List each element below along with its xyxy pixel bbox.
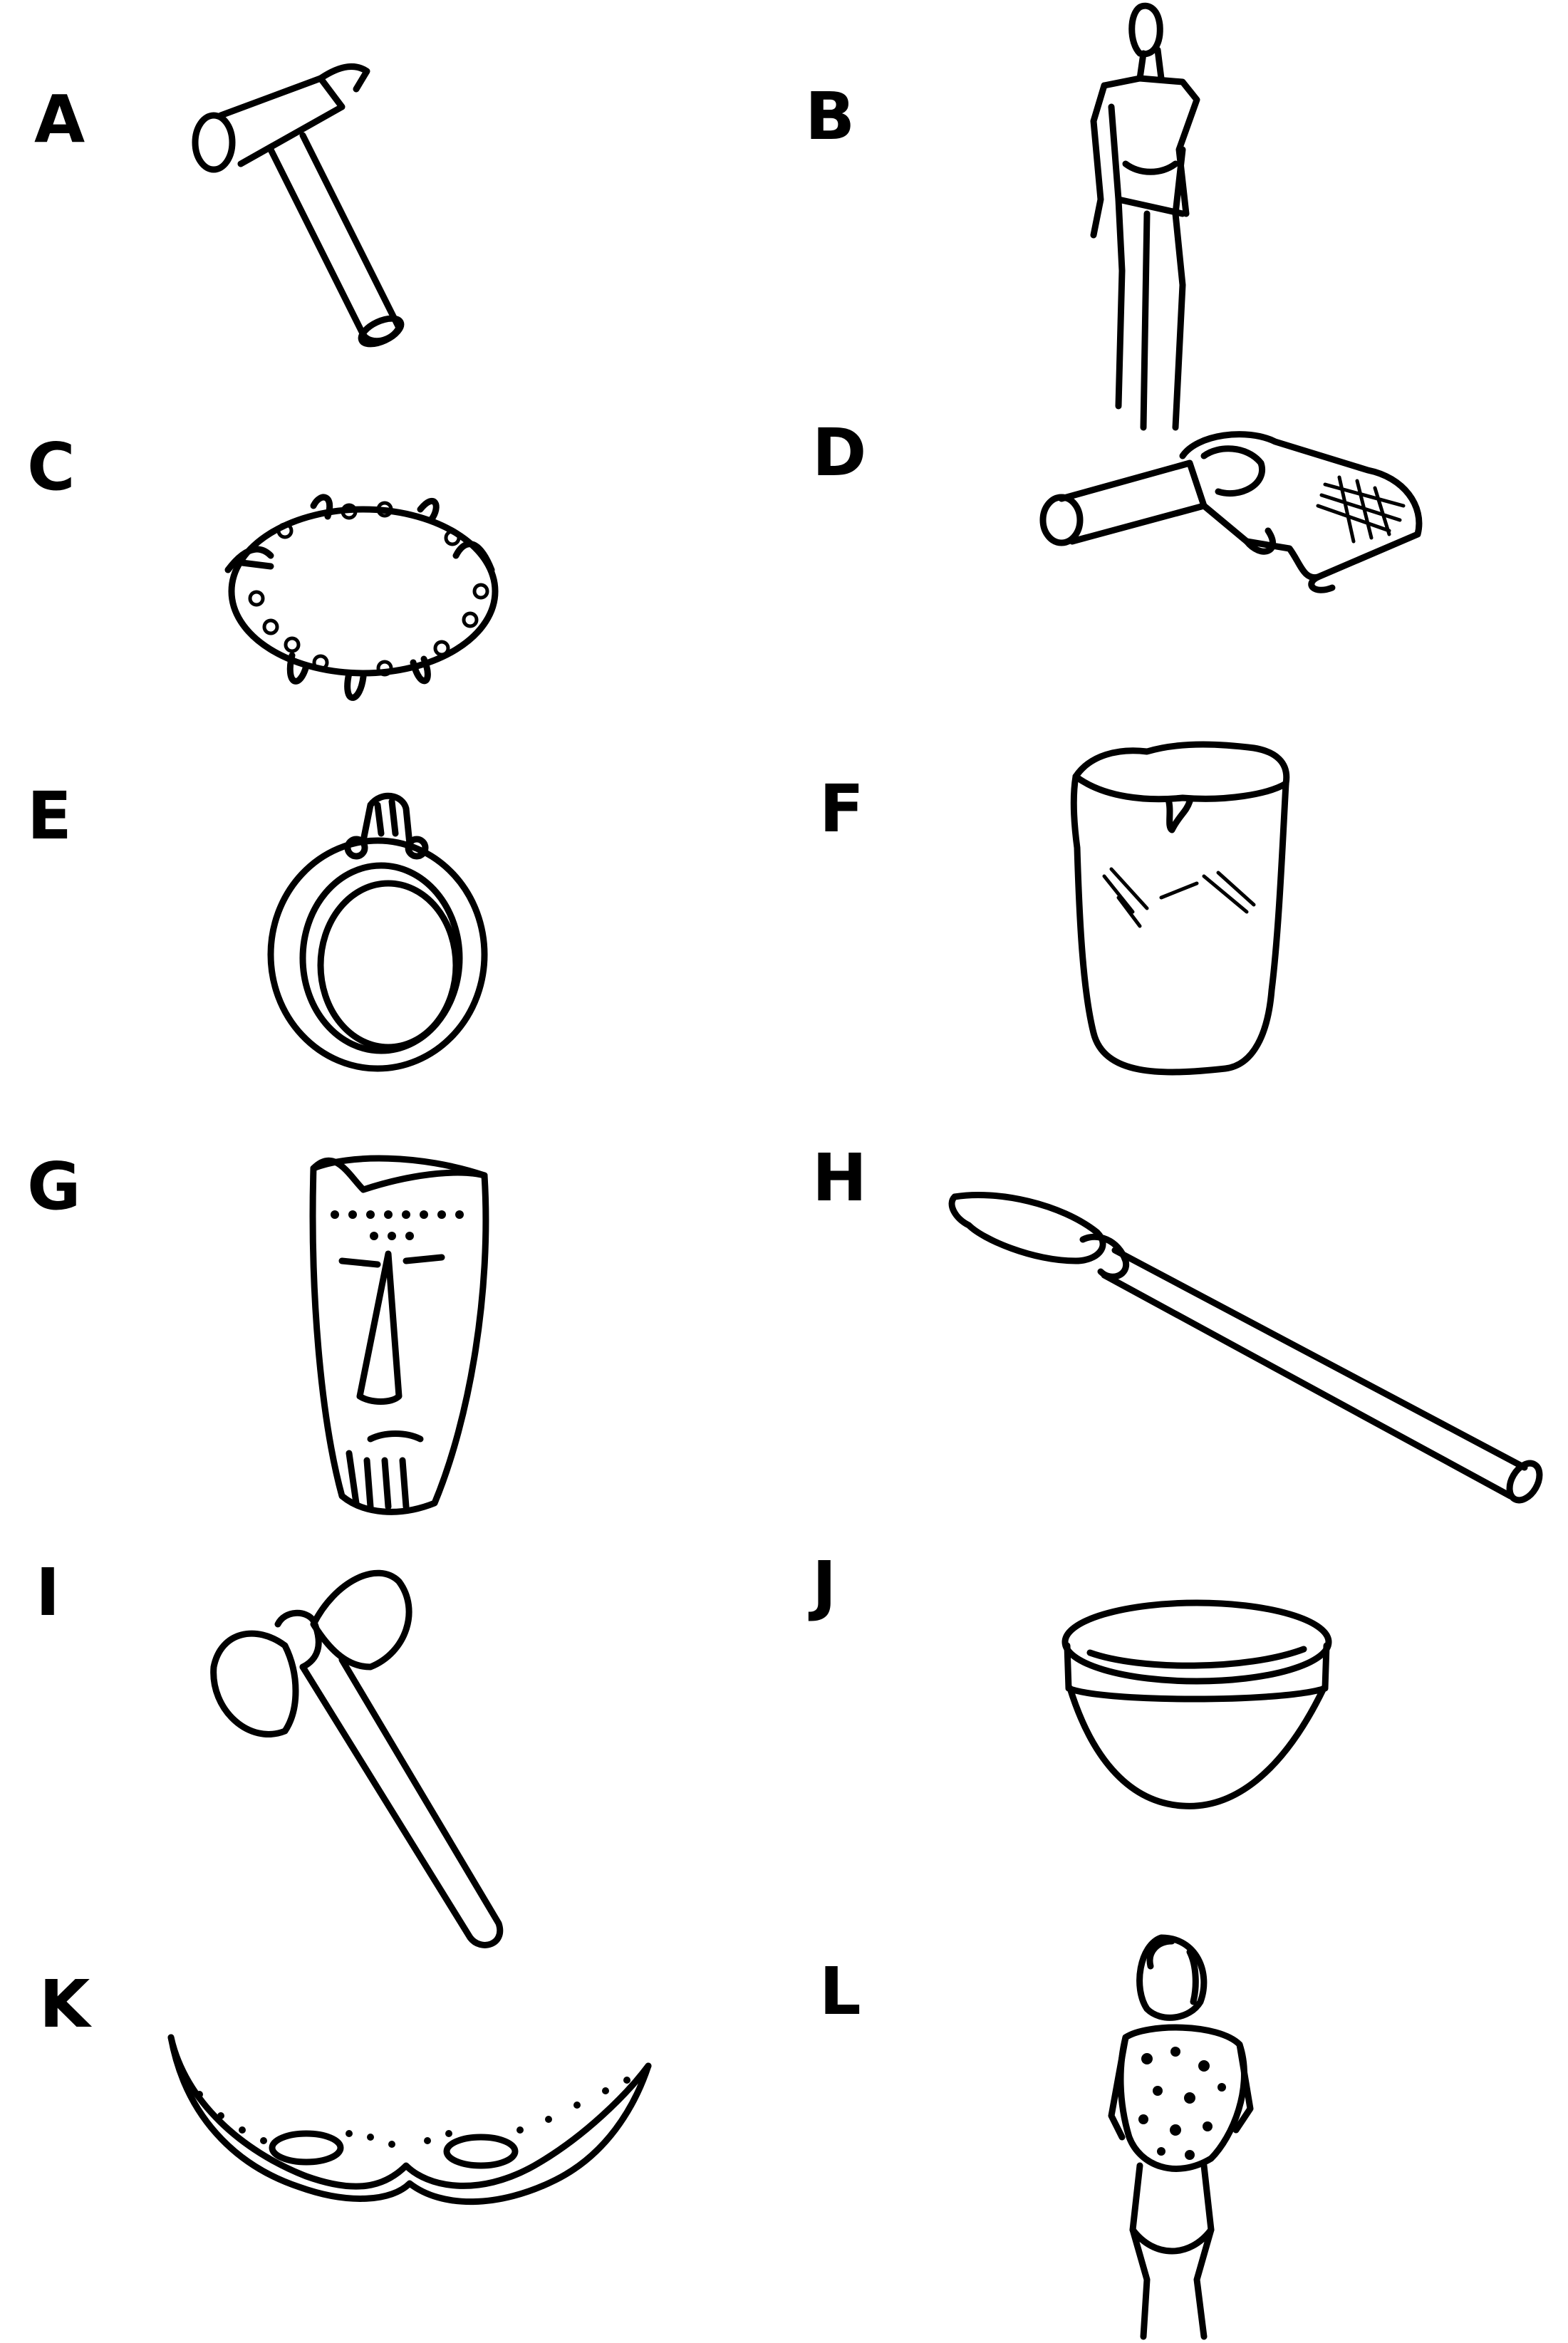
tooth-necklace-icon bbox=[207, 477, 520, 705]
label-a: A bbox=[34, 81, 85, 157]
label-d: D bbox=[812, 415, 867, 491]
stone-axe-icon bbox=[199, 1553, 527, 1966]
label-c: C bbox=[27, 429, 76, 505]
eye-mask-icon bbox=[157, 2023, 655, 2223]
stone-spear-icon bbox=[940, 1183, 1553, 1517]
label-k: K bbox=[39, 1966, 90, 2042]
modern-person-icon bbox=[1061, 0, 1247, 456]
tribal-mask-icon bbox=[292, 1147, 499, 1517]
bowl-icon bbox=[1047, 1589, 1346, 1824]
label-i: I bbox=[36, 1554, 61, 1631]
label-f: F bbox=[819, 771, 864, 847]
label-l: L bbox=[819, 1953, 861, 2030]
label-e: E bbox=[27, 778, 72, 854]
caveman-icon bbox=[1090, 1923, 1275, 2343]
drum-icon bbox=[1061, 734, 1304, 1090]
label-j: J bbox=[812, 1547, 837, 1624]
hammer-icon bbox=[178, 57, 463, 370]
revolver-icon bbox=[1033, 399, 1432, 598]
label-b: B bbox=[805, 78, 856, 155]
label-g: G bbox=[27, 1148, 81, 1225]
ring-icon bbox=[256, 776, 513, 1076]
label-h: H bbox=[812, 1140, 867, 1216]
